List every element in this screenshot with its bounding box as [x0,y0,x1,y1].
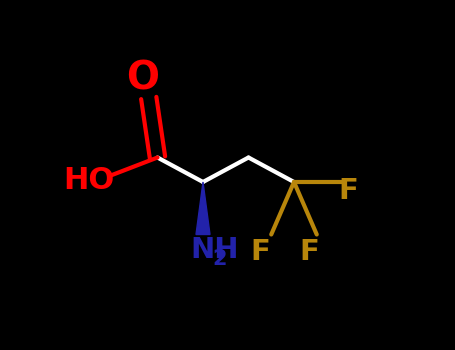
Text: F: F [300,238,320,266]
Text: 2: 2 [213,249,228,269]
Text: F: F [251,238,271,266]
Text: O: O [126,60,159,98]
Text: F: F [339,177,358,205]
Text: NH: NH [191,236,239,264]
Text: HO: HO [64,166,115,195]
Polygon shape [196,182,210,234]
